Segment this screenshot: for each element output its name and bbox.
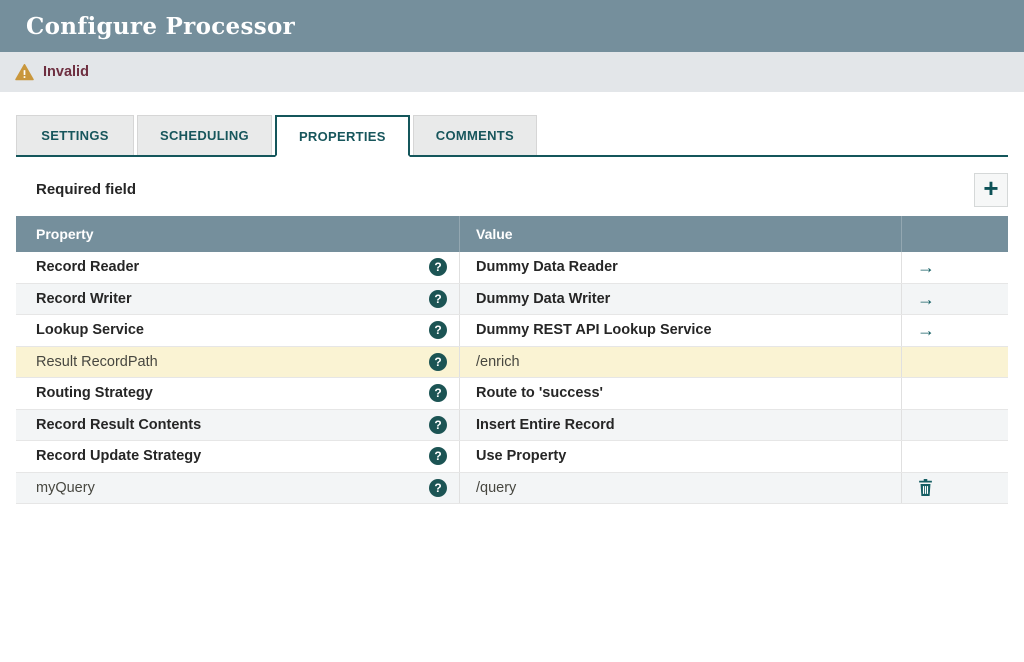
tab-scheduling[interactable]: SCHEDULING xyxy=(137,115,272,155)
table-row: Record Result Contents ? Insert Entire R… xyxy=(16,410,1008,442)
table-row: myQuery ? /query → xyxy=(16,473,1008,505)
tab-properties[interactable]: PROPERTIES xyxy=(275,115,410,157)
property-name: Record Writer xyxy=(36,291,132,307)
plus-icon: + xyxy=(983,175,998,201)
go-to-service-icon[interactable]: → xyxy=(917,290,935,308)
status-badge: Invalid xyxy=(43,64,89,80)
delete-property-icon[interactable] xyxy=(917,478,935,497)
action-cell: → xyxy=(902,252,1008,283)
help-icon[interactable]: ? xyxy=(429,447,447,465)
property-value[interactable]: Dummy Data Writer xyxy=(460,284,902,315)
action-cell: → xyxy=(902,441,1008,472)
table-row: Record Update Strategy ? Use Property → xyxy=(16,441,1008,473)
property-cell: Record Reader ? xyxy=(16,252,460,283)
property-cell: Record Writer ? xyxy=(16,284,460,315)
dialog-header: Configure Processor xyxy=(0,0,1024,52)
property-value[interactable]: /enrich xyxy=(460,347,902,378)
table-row: Record Writer ? Dummy Data Writer → xyxy=(16,284,1008,316)
properties-table-header: Property Value xyxy=(16,216,1008,252)
tab-comments[interactable]: COMMENTS xyxy=(413,115,537,155)
property-value[interactable]: Use Property xyxy=(460,441,902,472)
property-cell: Routing Strategy ? xyxy=(16,378,460,409)
warning-icon xyxy=(15,64,34,81)
property-cell: myQuery ? xyxy=(16,473,460,504)
go-to-service-icon[interactable]: → xyxy=(917,321,935,339)
action-cell: → xyxy=(902,315,1008,346)
property-name: Routing Strategy xyxy=(36,385,153,401)
column-header-value: Value xyxy=(460,216,902,252)
property-name: Lookup Service xyxy=(36,322,144,338)
tab-label: SCHEDULING xyxy=(160,128,249,143)
tab-label: SETTINGS xyxy=(41,128,108,143)
action-cell: → xyxy=(902,347,1008,378)
tab-label: COMMENTS xyxy=(436,128,514,143)
property-cell: Record Update Strategy ? xyxy=(16,441,460,472)
property-name: Record Update Strategy xyxy=(36,448,201,464)
tab-label: PROPERTIES xyxy=(299,129,386,144)
help-icon[interactable]: ? xyxy=(429,479,447,497)
property-name: myQuery xyxy=(36,480,95,496)
required-field-row: Required field + xyxy=(16,172,1008,207)
dialog-title: Configure Processor xyxy=(26,13,295,40)
add-property-button[interactable]: + xyxy=(974,173,1008,207)
help-icon[interactable]: ? xyxy=(429,321,447,339)
properties-table: Property Value Record Reader ? Dummy Dat… xyxy=(16,216,1008,504)
go-to-service-icon[interactable]: → xyxy=(917,258,935,276)
help-icon[interactable]: ? xyxy=(429,258,447,276)
properties-table-body: Record Reader ? Dummy Data Reader → Reco… xyxy=(16,252,1008,504)
property-value[interactable]: Route to 'success' xyxy=(460,378,902,409)
property-value[interactable]: Insert Entire Record xyxy=(460,410,902,441)
table-row: Result RecordPath ? /enrich → xyxy=(16,347,1008,379)
status-bar: Invalid xyxy=(0,52,1024,92)
action-cell: → xyxy=(902,473,1008,504)
property-name: Result RecordPath xyxy=(36,354,158,370)
table-row: Routing Strategy ? Route to 'success' → xyxy=(16,378,1008,410)
property-cell: Lookup Service ? xyxy=(16,315,460,346)
property-value[interactable]: Dummy Data Reader xyxy=(460,252,902,283)
table-row: Lookup Service ? Dummy REST API Lookup S… xyxy=(16,315,1008,347)
tab-strip: SETTINGS SCHEDULING PROPERTIES COMMENTS xyxy=(16,115,1008,157)
action-cell: → xyxy=(902,410,1008,441)
property-value[interactable]: /query xyxy=(460,473,902,504)
property-cell: Record Result Contents ? xyxy=(16,410,460,441)
help-icon[interactable]: ? xyxy=(429,353,447,371)
tab-settings[interactable]: SETTINGS xyxy=(16,115,134,155)
property-cell: Result RecordPath ? xyxy=(16,347,460,378)
column-header-actions xyxy=(902,216,1008,252)
help-icon[interactable]: ? xyxy=(429,416,447,434)
property-name: Record Result Contents xyxy=(36,417,201,433)
action-cell: → xyxy=(902,378,1008,409)
required-field-label: Required field xyxy=(16,181,136,198)
property-value[interactable]: Dummy REST API Lookup Service xyxy=(460,315,902,346)
action-cell: → xyxy=(902,284,1008,315)
help-icon[interactable]: ? xyxy=(429,290,447,308)
help-icon[interactable]: ? xyxy=(429,384,447,402)
property-name: Record Reader xyxy=(36,259,139,275)
column-header-property: Property xyxy=(16,216,460,252)
table-row: Record Reader ? Dummy Data Reader → xyxy=(16,252,1008,284)
